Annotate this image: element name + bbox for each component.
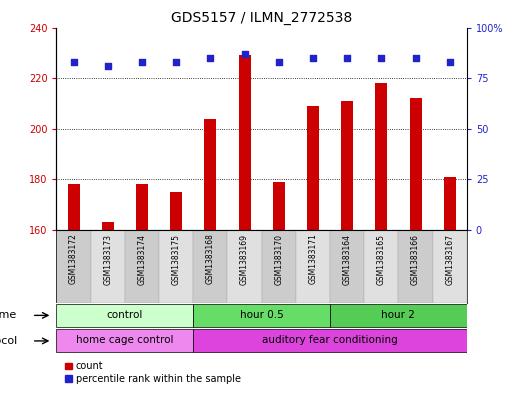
Text: control: control — [107, 310, 143, 320]
Bar — [239, 55, 250, 230]
Point — [411, 55, 420, 61]
Bar — [170, 192, 182, 230]
Bar — [307, 106, 319, 230]
Point — [172, 59, 180, 65]
Text: GSM1383168: GSM1383168 — [206, 233, 215, 285]
Bar — [125, 230, 159, 303]
Bar — [204, 119, 216, 230]
Point — [69, 59, 77, 65]
Title: GDS5157 / ILMN_2772538: GDS5157 / ILMN_2772538 — [171, 11, 352, 25]
Bar — [56, 329, 193, 353]
Point — [206, 55, 214, 61]
Text: GSM1383172: GSM1383172 — [69, 233, 78, 285]
Point — [241, 51, 249, 57]
Bar — [399, 230, 432, 303]
Bar — [193, 230, 227, 303]
Bar — [432, 230, 467, 303]
Bar — [136, 184, 148, 230]
Point — [446, 59, 454, 65]
Bar — [56, 230, 91, 303]
Text: GSM1383167: GSM1383167 — [445, 233, 454, 285]
Text: GSM1383174: GSM1383174 — [137, 233, 146, 285]
Text: hour 0.5: hour 0.5 — [240, 310, 284, 320]
Bar — [444, 177, 456, 230]
Bar — [262, 230, 296, 303]
Bar — [56, 304, 193, 327]
Bar — [409, 98, 422, 230]
Bar — [341, 101, 353, 230]
Text: protocol: protocol — [0, 336, 17, 346]
Text: GSM1383170: GSM1383170 — [274, 233, 283, 285]
Point — [274, 59, 283, 65]
Point — [309, 55, 317, 61]
Bar — [330, 304, 467, 327]
Text: GSM1383173: GSM1383173 — [103, 233, 112, 285]
Text: hour 2: hour 2 — [382, 310, 416, 320]
Bar — [296, 230, 330, 303]
Bar — [193, 329, 467, 353]
Text: home cage control: home cage control — [76, 335, 173, 345]
Bar — [330, 230, 364, 303]
Bar — [159, 230, 193, 303]
Legend: count, percentile rank within the sample: count, percentile rank within the sample — [61, 358, 245, 388]
Text: GSM1383169: GSM1383169 — [240, 233, 249, 285]
Point — [138, 59, 146, 65]
Point — [104, 63, 112, 69]
Text: GSM1383165: GSM1383165 — [377, 233, 386, 285]
Text: GSM1383171: GSM1383171 — [308, 233, 318, 285]
Bar — [227, 230, 262, 303]
Text: auditory fear conditioning: auditory fear conditioning — [262, 335, 398, 345]
Point — [377, 55, 385, 61]
Bar — [273, 182, 285, 230]
Bar — [364, 230, 399, 303]
Text: GSM1383164: GSM1383164 — [343, 233, 351, 285]
Text: time: time — [0, 310, 17, 320]
Bar — [376, 83, 387, 230]
Bar — [91, 230, 125, 303]
Text: GSM1383175: GSM1383175 — [172, 233, 181, 285]
Bar — [193, 304, 330, 327]
Point — [343, 55, 351, 61]
Bar — [102, 222, 114, 230]
Bar — [68, 184, 80, 230]
Text: GSM1383166: GSM1383166 — [411, 233, 420, 285]
